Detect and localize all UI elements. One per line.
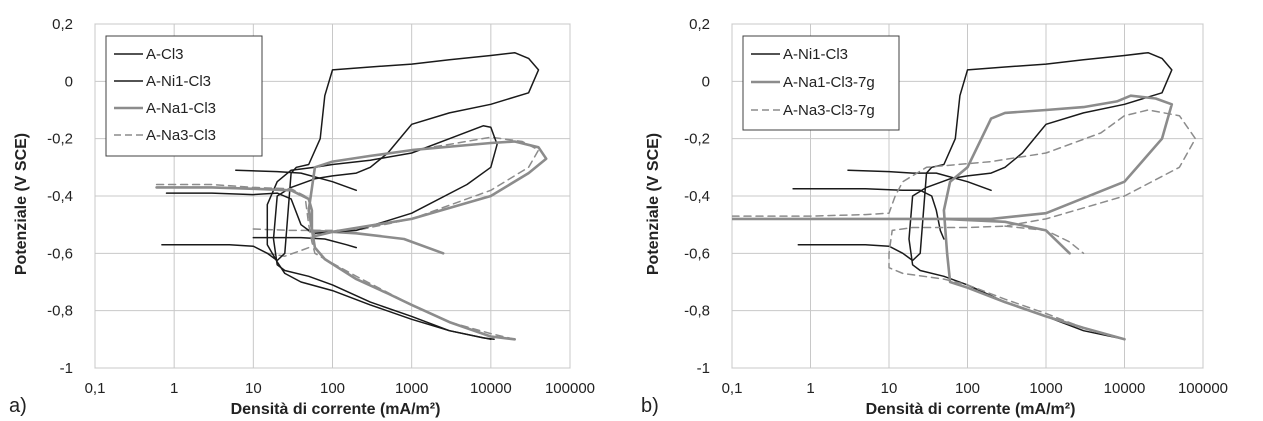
curve-branch [252,136,540,232]
y-tick-label: -0,2 [47,131,73,148]
curve-branch [252,236,358,249]
x-tick-label: 10 [881,380,898,397]
y-tick-label: -1 [697,360,710,377]
x-axis-title: Densità di corrente (mA/m²) [231,401,441,418]
series-line-a-na3-cl3-7g [732,109,1197,341]
y-tick-label: 0 [65,73,73,90]
legend-label: A-Na3-Cl3 [146,127,216,144]
series-line-a-na3-cl3 [155,183,516,341]
y-axis-title: Potenziale (V SCE) [13,133,30,275]
curves-group [155,51,548,341]
chart-a-svg: 0,1 1 10 100 1000 10000 100000 0,2 0 -0,2 -0,4 -0,6… [9,16,595,418]
series-line-a-ni1-cl3 [797,51,1173,341]
series-line-a-cl3 [165,125,498,341]
legend-label: A-Na1-Cl3 [146,100,216,117]
curve-branch [847,169,992,192]
y-tick-label: -1 [60,360,73,377]
y-tick-label: -0,8 [684,303,710,320]
panel-label: a) [9,395,27,417]
x-tick-label: 100000 [545,380,595,397]
y-tick-label: -0,4 [47,188,73,205]
legend-label: A-Ni1-Cl3 [146,73,211,90]
series-line-a-na1-cl3-7g [732,94,1174,341]
x-tick-label: 1 [170,380,178,397]
y-axis-title: Potenziale (V SCE) [645,133,662,275]
series-line-a-na1-cl3 [155,140,548,341]
y-tick-label: -0,6 [47,245,73,262]
y-tick-label: -0,6 [684,245,710,262]
y-tick-label: -0,8 [47,303,73,320]
x-tick-label: 10000 [1104,380,1146,397]
curves-group [732,51,1197,341]
x-tick-label: 10 [245,380,262,397]
series-line-a-ni1-cl3 [161,51,540,341]
x-tick-label: 0,1 [85,380,106,397]
legend-label: A-Na3-Cl3-7g [783,102,875,119]
x-tick-label: 1000 [1029,380,1062,397]
y-tick-label: -0,4 [684,188,710,205]
y-tick-label: 0 [702,73,710,90]
chart-b-svg: 0,1 1 10 100 1000 10000 100000 0,2 0 -0,2 -0,4 -0,6… [641,16,1228,418]
x-tick-label: 1 [806,380,814,397]
x-tick-label: 100 [320,380,345,397]
x-tick-label: 100000 [1178,380,1228,397]
legend-label: A-Ni1-Cl3 [783,46,848,63]
curve-branch [235,169,358,192]
legend-box [105,35,263,157]
y-tick-label: 0,2 [689,16,710,33]
curve-branch [266,246,310,257]
y-tick-label: 0,2 [52,16,73,33]
x-axis-title: Densità di corrente (mA/m²) [866,401,1076,418]
x-tick-label: 1000 [395,380,428,397]
legend-label: A-Cl3 [146,46,184,63]
x-tick-label: 10000 [470,380,512,397]
legend-label: A-Na1-Cl3-7g [783,74,875,91]
panel-label: b) [641,395,659,417]
x-tick-label: 0,1 [722,380,743,397]
chart-panel-b: 0,1 1 10 100 1000 10000 100000 0,2 0 -0,2 -0,4 -0,6… [632,0,1263,421]
x-tick-label: 100 [955,380,980,397]
curve-branch [942,217,1071,255]
y-tick-label: -0,2 [684,131,710,148]
curve-branch [1004,225,1085,255]
chart-panel-a: 0,1 1 10 100 1000 10000 100000 0,2 0 -0,2 -0,4 -0,6… [0,0,631,421]
